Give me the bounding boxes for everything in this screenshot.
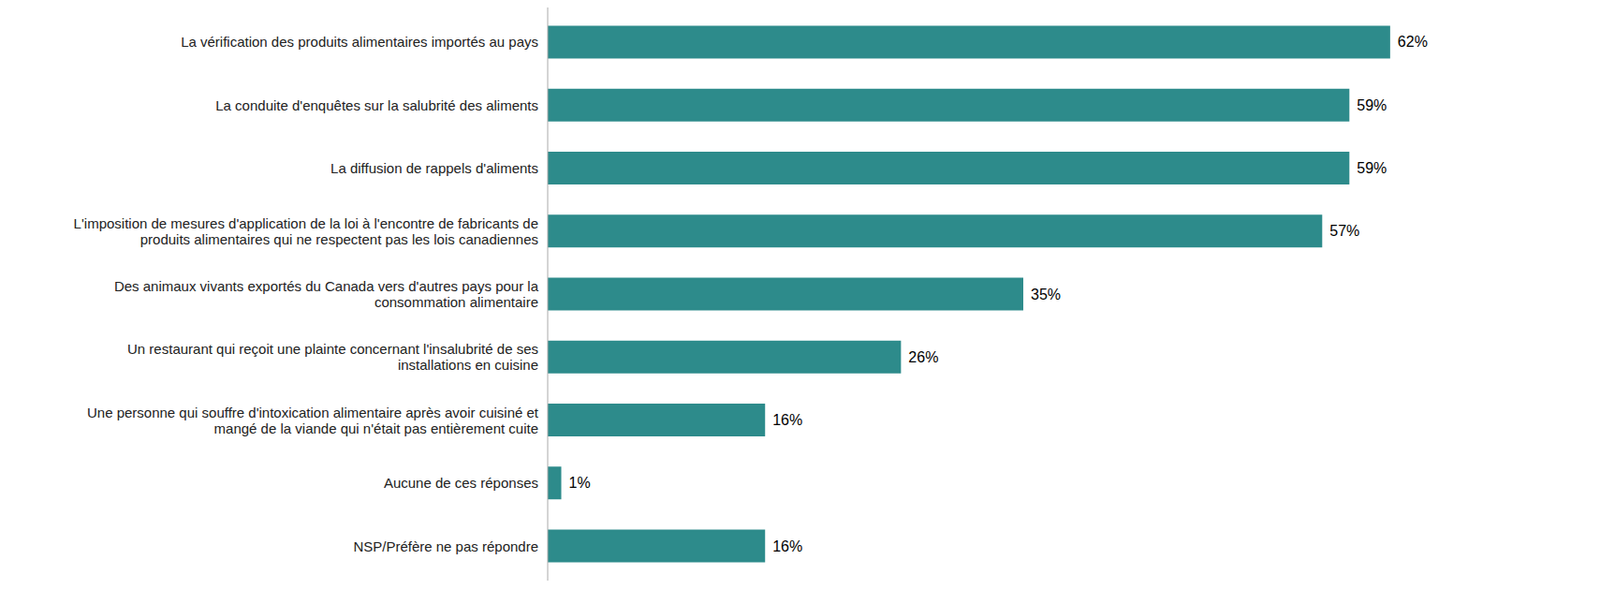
bar — [547, 26, 1391, 59]
y-tick-labels: NSP/Préfère ne pas répondre Aucune de ces… — [73, 33, 540, 554]
data-labels: 16% 1% 16% 26% 35% 57% 59% 59% 62% — [569, 33, 1428, 554]
bar — [547, 278, 1024, 311]
y-tick-label: NSP/Préfère ne pas répondre — [352, 538, 539, 555]
y-tick-label: La vérification des produits alimentaire… — [180, 33, 539, 50]
data-label: 16% — [772, 538, 803, 555]
chart-svg: 16% 1% 16% 26% 35% 57% 59% 59% 62% NSP/Préfère ne… — [0, 0, 1600, 604]
data-label: 35% — [1030, 286, 1061, 303]
data-label: 1% — [569, 474, 591, 491]
y-tick-label: Une personne qui souffre d'intoxication … — [87, 404, 540, 437]
chart-container: 16% 1% 16% 26% 35% 57% 59% 59% 62% NSP/Préfère ne… — [0, 0, 1600, 604]
y-tick-label: Aucune de ces réponses — [383, 474, 539, 491]
bars — [547, 26, 1391, 563]
bar — [547, 151, 1350, 185]
data-label: 59% — [1356, 160, 1387, 177]
data-label: 59% — [1356, 97, 1387, 114]
data-label: 26% — [908, 349, 939, 366]
data-label: 62% — [1397, 33, 1428, 50]
bar — [547, 466, 562, 500]
y-tick-label: Un restaurant qui reçoit une plainte con… — [127, 340, 539, 373]
bar — [547, 214, 1322, 248]
data-label: 57% — [1329, 222, 1360, 239]
bar — [547, 340, 901, 374]
bar — [547, 88, 1350, 122]
y-axis-line — [547, 7, 549, 581]
data-label: 16% — [772, 411, 803, 428]
y-tick-label: Des animaux vivants exportés du Canada v… — [114, 278, 540, 310]
bar — [547, 403, 765, 437]
y-tick-label: La conduite d'enquêtes sur la salubrité … — [215, 97, 539, 114]
y-tick-label: L'imposition de mesures d'application de… — [73, 215, 539, 248]
y-tick-label: La diffusion de rappels d'aliments — [330, 160, 539, 177]
bar — [547, 529, 765, 563]
